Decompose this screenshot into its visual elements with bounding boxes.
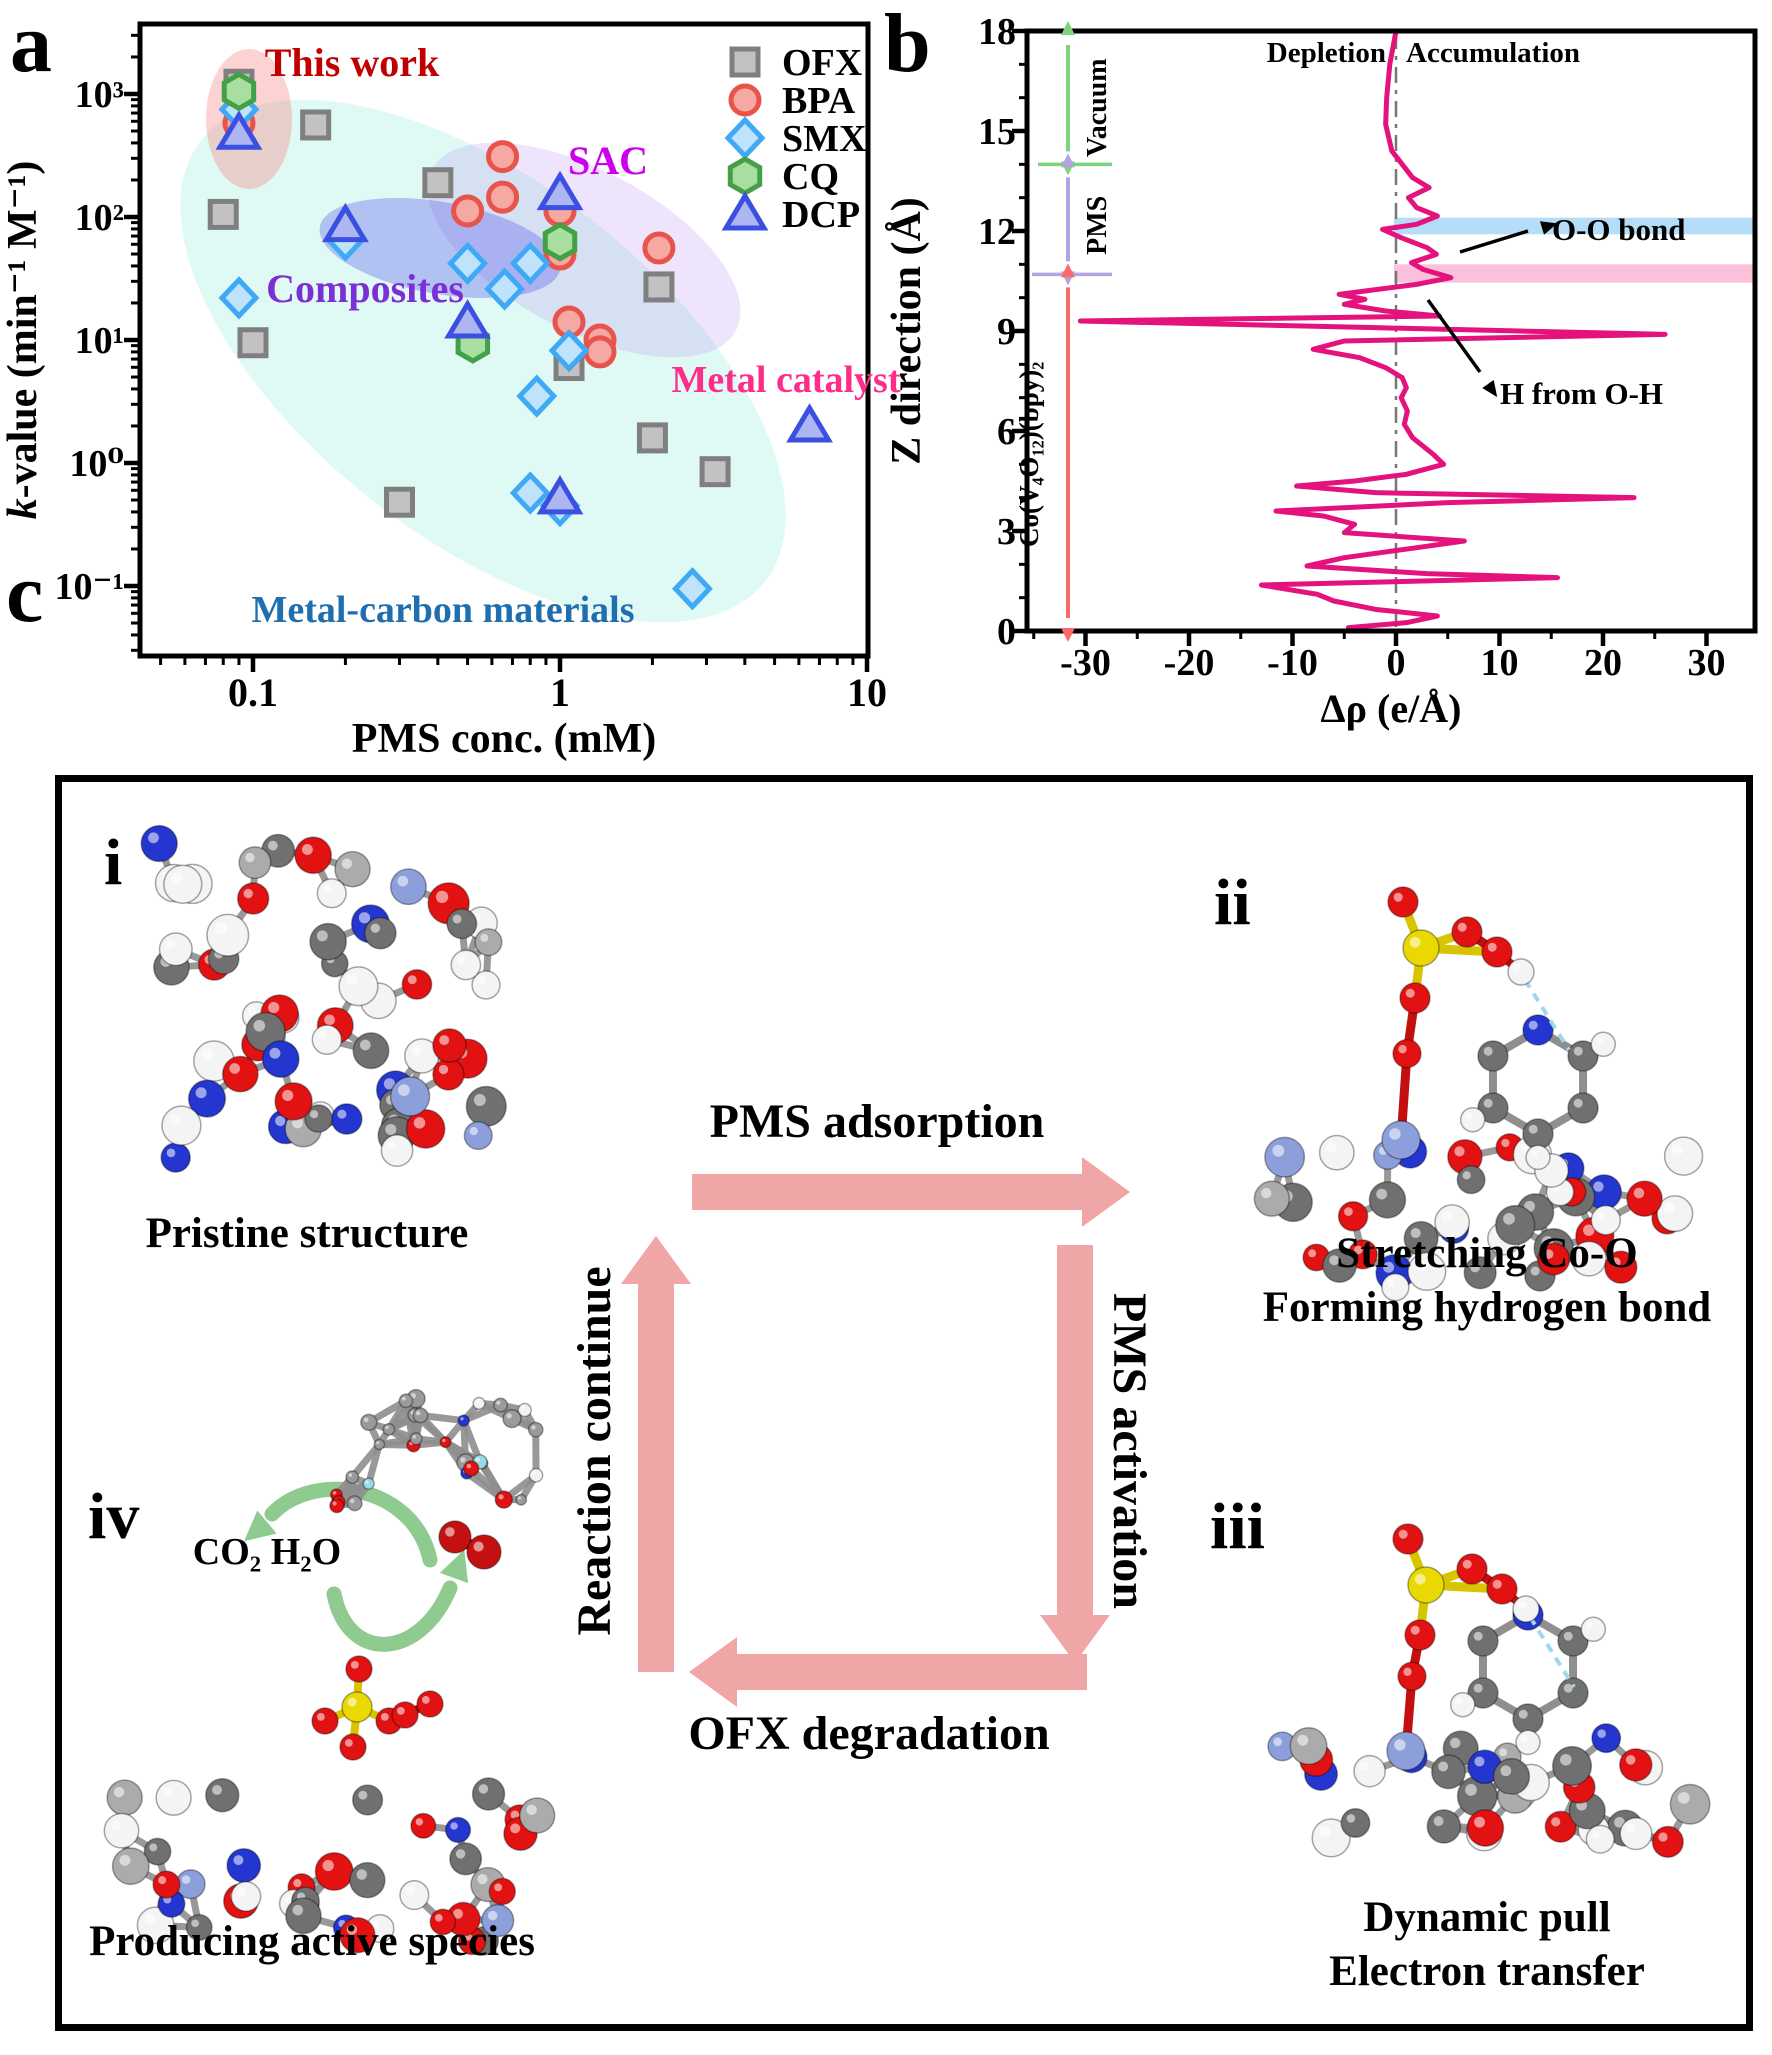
legend-label-ofx: OFX (782, 42, 862, 84)
caption-stretching-co-o: Stretching Co-O (1336, 1230, 1638, 1277)
cycle-label-pms-adsorption: PMS adsorption (709, 1095, 1045, 1148)
molecule-ii-bpy-ring (1459, 1014, 1617, 1171)
cycle-label-reaction-continue: Reaction continue (568, 1266, 621, 1636)
co2-h2o-label: CO₂ H₂O (192, 1531, 342, 1573)
y-tick-label: 6 (997, 411, 1016, 453)
panel-b-charge-density-chart: -30 -20 -10 0 10 20 30 0 3 6 9 12 15 18 Δρ (e/Å) Z dire… (884, 11, 1758, 731)
pms-region-label: PMS (1082, 196, 1113, 255)
green-cycle-arrow-lower (326, 1580, 458, 1652)
panel-c-graphics (103, 824, 1711, 1956)
y-tick-label: 0 (997, 611, 1016, 653)
x-tick-label: 10 (847, 670, 887, 715)
y-tick-label: 10⁻¹ (55, 566, 124, 608)
panel-c-mechanism-diagram: i ii iii iv Pristine structure Stretchin… (55, 775, 1753, 2031)
molecule-iv-surface (103, 1777, 556, 1956)
panel-b-plot: -30 -20 -10 0 10 20 30 0 3 6 9 12 15 18 Δρ (e/Å) Z dire… (884, 11, 1758, 731)
y-tick-label: 18 (978, 11, 1016, 53)
x-tick-label: 10 (1481, 642, 1519, 684)
depletion-label: Depletion (1267, 37, 1386, 69)
h-from-o-h-label: H from O-H (1500, 376, 1663, 411)
panel-a-scatter-chart: 0.1 1 10 10⁻¹ 10⁰ 10¹ 10² 10³ PMS conc. (mM) k-va… (0, 21, 901, 762)
y-tick-label: 9 (997, 311, 1016, 353)
x-tick-label: 0.1 (228, 670, 278, 715)
y-tick-label: 10² (75, 197, 124, 239)
molecule-iii-pms (1386, 1523, 1576, 1771)
x-tick-label: -10 (1267, 642, 1318, 684)
y-tick-label: 12 (978, 211, 1016, 253)
panel-a-xlabel: PMS conc. (mM) (352, 716, 656, 762)
series-DCP (215, 110, 833, 515)
legend-label-bpa: BPA (782, 80, 856, 122)
panel-b-letter: b (884, 0, 931, 90)
molecule-iii-surface (1267, 1723, 1711, 1859)
y-tick-label: 15 (978, 111, 1016, 153)
panel-a-ylabel: k-value (min⁻¹ M⁻¹) (0, 161, 46, 520)
panel-b-xlabel: Δρ (e/Å) (1321, 686, 1462, 731)
region-label-metal-catalyst: Metal catalyst (672, 359, 901, 401)
legend-label-smx: SMX (782, 118, 866, 160)
region-label-metal-carbon-materials: Metal-carbon materials (251, 589, 634, 631)
band-o-o-bond (1394, 217, 1755, 235)
molecule-iv-ofx (329, 1388, 544, 1514)
accumulation-label: Accumulation (1406, 37, 1580, 69)
y-tick-label: 10¹ (75, 320, 124, 362)
cycle-label-ofx-degradation: OFX degradation (688, 1707, 1050, 1760)
caption-electron-transfer: Electron transfer (1329, 1948, 1645, 1995)
slab-label: Co(V₄O₁₂)(bpy)₂ (1014, 362, 1044, 547)
panel-a-plot: 0.1 1 10 10⁻¹ 10⁰ 10¹ 10² 10³ PMS conc. (mM) k-va… (0, 21, 901, 762)
panel-a-axes (124, 33, 870, 672)
legend-label-cq: CQ (782, 156, 839, 198)
caption-forming-hydrogen-bond: Forming hydrogen bond (1262, 1284, 1712, 1331)
x-tick-label: -30 (1060, 642, 1111, 684)
charge-density-curve (1077, 28, 1668, 631)
o-o-bond-label: O-O bond (1552, 212, 1686, 247)
series-OFX (207, 68, 731, 518)
x-tick-label: 20 (1584, 642, 1622, 684)
vacuum-label: Vacuum (1082, 58, 1113, 157)
molecule-i-pristine (140, 824, 507, 1173)
step-iv-label: iv (88, 1480, 140, 1553)
caption-pristine-structure: Pristine structure (145, 1210, 469, 1257)
step-ii-label: ii (1214, 866, 1251, 939)
x-tick-label: -20 (1164, 642, 1215, 684)
molecule-ii-pms (1381, 886, 1571, 1160)
panel-a-letter: a (10, 0, 52, 90)
cycle-label-pms-activation: PMS activation (1103, 1293, 1156, 1609)
caption-dynamic-pull: Dynamic pull (1363, 1894, 1611, 1941)
y-tick-label: 3 (997, 511, 1016, 553)
y-tick-label: 10³ (75, 74, 124, 116)
panel-b-ylabel: Z direction (Å) (884, 197, 930, 465)
x-tick-label: 0 (1387, 642, 1406, 684)
step-iii-label: iii (1210, 1490, 1266, 1563)
region-label-sac: SAC (568, 138, 648, 183)
y-tick-label: 10⁰ (69, 443, 124, 485)
region-label-composites: Composites (266, 266, 464, 311)
caption-producing-active-species: Producing active species (89, 1918, 535, 1965)
legend-label-dcp: DCP (782, 194, 860, 236)
molecule-iv-sulfate (311, 1655, 444, 1761)
region-label-this-work: This work (265, 40, 440, 85)
x-tick-label: 1 (550, 670, 570, 715)
molecule-iii-bpy-ring (1449, 1599, 1607, 1756)
x-tick-label: 30 (1688, 642, 1726, 684)
panel-c-graphics-root (103, 824, 1711, 1956)
molecule-iv-o2 (438, 1520, 502, 1570)
molecule-ii-surface (1253, 1133, 1704, 1302)
panel-b-axes (1012, 28, 1709, 646)
step-i-label: i (104, 826, 123, 899)
band-h-from-o-h (1394, 264, 1755, 283)
panel-c-letter: c (6, 547, 44, 640)
